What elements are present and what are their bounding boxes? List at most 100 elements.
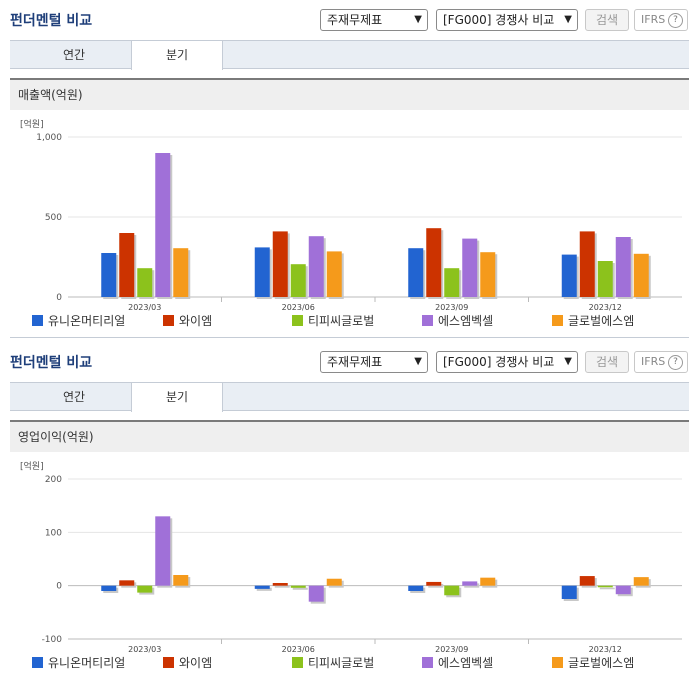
section-title: 펀더멘털 비교 bbox=[10, 355, 93, 371]
chart-subtitle: 영업이익(억원) bbox=[10, 420, 689, 452]
legend-swatch bbox=[163, 657, 174, 668]
bar bbox=[561, 585, 577, 599]
bar bbox=[119, 580, 135, 586]
legend-item[interactable]: 글로벌에스엠 bbox=[552, 655, 634, 671]
legend-label: 글로벌에스엠 bbox=[568, 656, 635, 670]
fundamental-section-1: 펀더멘털 비교 주재무제표 ▼ [FG000] 경쟁사 비교 ▼ 검색 IFRS… bbox=[0, 9, 696, 340]
legend-item[interactable]: 에스엠벡셀 bbox=[422, 313, 493, 329]
statement-select[interactable]: 주재무제표 ▼ bbox=[320, 351, 428, 373]
x-tick-label: 2023/09 bbox=[435, 303, 468, 312]
legend-item[interactable]: 티피씨글로벌 bbox=[292, 313, 374, 329]
bar bbox=[633, 253, 649, 297]
statement-select[interactable]: 주재무제표 ▼ bbox=[320, 9, 428, 31]
legend-swatch bbox=[552, 657, 563, 668]
bar bbox=[633, 577, 649, 586]
bar bbox=[615, 585, 631, 595]
unit-label: [억원] bbox=[20, 118, 44, 130]
period-tabs: 연간 분기 bbox=[10, 382, 689, 412]
tab-annual[interactable]: 연간 bbox=[62, 48, 86, 62]
legend-swatch bbox=[552, 315, 563, 326]
bar bbox=[444, 585, 460, 596]
operating-profit-chart-svg: [억원] -100 0 100 200 2023/03 2023/06 2023/09 2023… bbox=[20, 460, 682, 654]
peer-group-select-value: [FG000] 경쟁사 비교 bbox=[443, 355, 555, 369]
bar bbox=[155, 516, 171, 586]
bar bbox=[561, 254, 577, 297]
peer-group-select[interactable]: [FG000] 경쟁사 비교 ▼ bbox=[436, 351, 578, 373]
unit-label: [억원] bbox=[20, 460, 44, 472]
legend-label: 와이엠 bbox=[179, 656, 213, 670]
bar-shadow bbox=[428, 583, 444, 588]
bar bbox=[462, 581, 478, 586]
y-tick-label: 500 bbox=[45, 213, 62, 223]
legend-item[interactable]: 티피씨글로벌 bbox=[292, 655, 374, 671]
section-title: 펀더멘털 비교 bbox=[10, 13, 93, 29]
legend-swatch bbox=[292, 315, 303, 326]
tab-annual[interactable]: 연간 bbox=[62, 390, 86, 404]
search-button[interactable]: 검색 bbox=[585, 9, 629, 31]
legend-item[interactable]: 유니온머티리얼 bbox=[32, 655, 125, 671]
revenue-chart: [억원] 0 500 1,000 2023/03 2023/06 2023/09 2023/1… bbox=[0, 110, 696, 340]
bar-shadow bbox=[292, 587, 308, 590]
bar bbox=[480, 577, 496, 586]
bar bbox=[290, 585, 306, 588]
ifrs-help-button[interactable]: IFRS ? bbox=[634, 351, 688, 373]
y-tick-label: 0 bbox=[56, 293, 62, 303]
bar bbox=[101, 253, 117, 297]
chart-subtitle: 매출액(억원) bbox=[10, 78, 689, 110]
legend-swatch bbox=[422, 315, 433, 326]
x-tick-label: 2023/12 bbox=[589, 303, 622, 312]
section-header: 펀더멘털 비교 주재무제표 ▼ [FG000] 경쟁사 비교 ▼ 검색 IFRS… bbox=[0, 342, 696, 378]
fundamental-section-2: 펀더멘털 비교 주재무제표 ▼ [FG000] 경쟁사 비교 ▼ 검색 IFRS… bbox=[0, 342, 696, 684]
bar bbox=[326, 578, 342, 586]
tab-quarterly[interactable]: 분기 bbox=[131, 40, 223, 70]
bar bbox=[290, 264, 306, 297]
legend-item[interactable]: 글로벌에스엠 bbox=[552, 313, 634, 329]
period-tabs: 연간 분기 bbox=[10, 40, 689, 70]
bar-shadow bbox=[256, 587, 272, 591]
bar-shadow bbox=[274, 585, 290, 588]
search-button[interactable]: 검색 bbox=[585, 351, 629, 373]
legend-swatch bbox=[292, 657, 303, 668]
peer-group-select[interactable]: [FG000] 경쟁사 비교 ▼ bbox=[436, 9, 578, 31]
legend-label: 와이엠 bbox=[179, 314, 213, 328]
chevron-down-icon: ▼ bbox=[414, 356, 422, 367]
chevron-down-icon: ▼ bbox=[414, 14, 422, 25]
bar bbox=[597, 261, 613, 297]
bar bbox=[480, 252, 496, 297]
bar bbox=[426, 228, 442, 297]
bar bbox=[308, 236, 324, 297]
y-tick-label: 0 bbox=[56, 582, 62, 592]
bar bbox=[426, 581, 442, 586]
bar bbox=[254, 247, 270, 297]
bar bbox=[101, 585, 117, 591]
bar bbox=[119, 233, 135, 297]
revenue-chart-svg: [억원] 0 500 1,000 2023/03 2023/06 2023/09 2023/1… bbox=[20, 118, 682, 312]
chevron-down-icon: ▼ bbox=[564, 356, 572, 367]
legend-label: 티피씨글로벌 bbox=[308, 314, 375, 328]
peer-group-select-value: [FG000] 경쟁사 비교 bbox=[443, 13, 555, 27]
bar bbox=[462, 238, 478, 297]
x-tick-label: 2023/06 bbox=[282, 645, 315, 654]
statement-select-value: 주재무제표 bbox=[327, 13, 383, 27]
bar bbox=[308, 585, 324, 602]
legend-item[interactable]: 와이엠 bbox=[163, 313, 212, 329]
legend-swatch bbox=[422, 657, 433, 668]
ifrs-help-button[interactable]: IFRS ? bbox=[634, 9, 688, 31]
ifrs-label: IFRS bbox=[641, 355, 666, 368]
bar bbox=[155, 153, 171, 297]
y-tick-label: 1,000 bbox=[36, 133, 62, 143]
legend-label: 유니온머티리얼 bbox=[48, 314, 126, 328]
legend-item[interactable]: 와이엠 bbox=[163, 655, 212, 671]
tab-quarterly[interactable]: 분기 bbox=[131, 382, 223, 412]
y-tick-label: -100 bbox=[42, 635, 63, 645]
bar bbox=[408, 585, 424, 591]
legend-item[interactable]: 에스엠벡셀 bbox=[422, 655, 493, 671]
bar bbox=[137, 268, 153, 297]
operating-profit-chart: [억원] -100 0 100 200 2023/03 2023/06 2023/09 2023… bbox=[0, 452, 696, 682]
bar bbox=[326, 251, 342, 297]
x-tick-label: 2023/06 bbox=[282, 303, 315, 312]
legend-item[interactable]: 유니온머티리얼 bbox=[32, 313, 125, 329]
bar bbox=[579, 231, 595, 297]
bar-shadow bbox=[599, 587, 615, 590]
legend-swatch bbox=[32, 657, 43, 668]
